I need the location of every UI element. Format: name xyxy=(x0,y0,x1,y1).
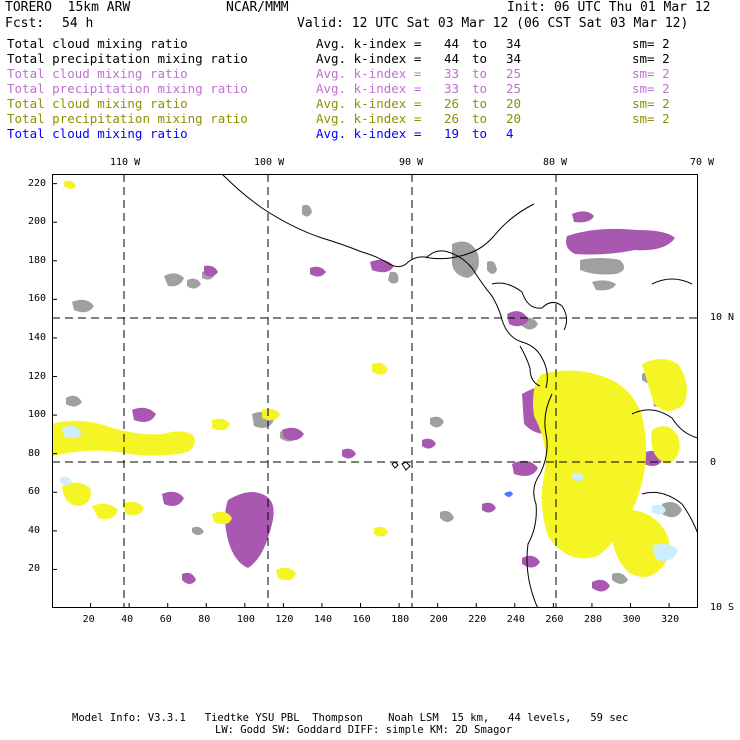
legend-row-5-kindex: Avg. k-index = xyxy=(316,96,422,111)
legend-row-7-kindex: Avg. k-index = xyxy=(316,126,422,141)
x-tick-label: 260 xyxy=(545,614,564,625)
y-tick-label: 180 xyxy=(28,254,47,266)
legend-row-4-field: Total precipitation mixing ratio xyxy=(7,81,248,96)
legend-row-6-kindex: Avg. k-index = xyxy=(316,111,422,126)
lat-label-10s: 10 S xyxy=(710,602,735,613)
y-tick-label: 120 xyxy=(28,370,47,382)
legend-row-1-field: Total cloud mixing ratio xyxy=(7,36,188,51)
legend-row-5-field: Total cloud mixing ratio xyxy=(7,96,188,111)
map-frame xyxy=(52,174,698,608)
lon-label-70w: 70 W xyxy=(690,157,715,168)
legend-row-7-to-word: to xyxy=(472,126,488,141)
legend-row-2-sm: sm= 2 xyxy=(632,51,670,66)
x-tick-label: 80 xyxy=(198,614,211,625)
physics-info-line: LW: Godd SW: Goddard DIFF: simple KM: 2D… xyxy=(215,724,513,736)
map-plot xyxy=(52,174,698,608)
legend-row-4-to: 25 xyxy=(506,81,522,96)
lat-label-10n: 10 N xyxy=(710,312,735,323)
organization-label: NCAR/MMM xyxy=(226,0,289,15)
y-tick-label: 20 xyxy=(28,563,41,575)
precip-yellow-patches xyxy=(52,180,687,581)
legend-row-1-from: 44 xyxy=(444,36,460,51)
legend-row-7-from: 19 xyxy=(444,126,460,141)
legend-row-3-to: 25 xyxy=(506,66,522,81)
legend-row-4-kindex: Avg. k-index = xyxy=(316,81,422,96)
y-tick-label: 140 xyxy=(28,331,47,343)
model-title: TORERO 15km ARW xyxy=(5,0,131,15)
y-tick-label: 40 xyxy=(28,524,41,536)
coastlines xyxy=(221,174,698,608)
legend-row-1-to: 34 xyxy=(506,36,522,51)
y-tick-label: 100 xyxy=(28,409,47,421)
x-tick-label: 280 xyxy=(583,614,602,625)
legend-row-4-to-word: to xyxy=(472,81,488,96)
lon-label-110w: 110 W xyxy=(110,157,141,168)
y-tick-label: 200 xyxy=(28,216,47,228)
legend-row-6-to-word: to xyxy=(472,111,488,126)
legend-row-1-sm: sm= 2 xyxy=(632,36,670,51)
y-tick-label: 60 xyxy=(28,486,41,498)
x-tick-label: 120 xyxy=(275,614,294,625)
x-tick-label: 40 xyxy=(121,614,134,625)
legend-row-2-to-word: to xyxy=(472,51,488,66)
init-time: Init: 06 UTC Thu 01 Mar 12 xyxy=(507,0,711,15)
legend-row-4-from: 33 xyxy=(444,81,460,96)
legend-row-5-sm: sm= 2 xyxy=(632,96,670,111)
y-tick-label: 80 xyxy=(28,447,41,459)
forecast-label: Fcst: xyxy=(5,16,45,31)
legend-row-6-sm: sm= 2 xyxy=(632,111,670,126)
x-tick-label: 20 xyxy=(82,614,95,625)
forecast-hour: 54 h xyxy=(62,16,94,31)
y-tick-label: 220 xyxy=(28,177,47,189)
legend-row-1-kindex: Avg. k-index = xyxy=(316,36,422,51)
x-tick-label: 180 xyxy=(391,614,410,625)
valid-time: Valid: 12 UTC Sat 03 Mar 12 (06 CST Sat … xyxy=(297,16,689,31)
legend-row-6-from: 26 xyxy=(444,111,460,126)
legend-row-3-kindex: Avg. k-index = xyxy=(316,66,422,81)
x-tick-label: 60 xyxy=(159,614,172,625)
legend-row-5-to-word: to xyxy=(472,96,488,111)
axis-ticks xyxy=(52,183,670,608)
x-tick-label: 320 xyxy=(661,614,680,625)
x-tick-label: 160 xyxy=(352,614,371,625)
lon-label-80w: 80 W xyxy=(543,157,568,168)
model-info-line: Model Info: V3.3.1 Tiedtke YSU PBL Thomp… xyxy=(72,712,629,724)
legend-row-2-from: 44 xyxy=(444,51,460,66)
legend-row-2-to: 34 xyxy=(506,51,522,66)
legend-row-3-field: Total cloud mixing ratio xyxy=(7,66,188,81)
x-tick-label: 300 xyxy=(622,614,641,625)
x-tick-label: 240 xyxy=(506,614,525,625)
graticule xyxy=(52,174,698,608)
light-blue-patches xyxy=(60,425,678,561)
legend-row-3-sm: sm= 2 xyxy=(632,66,670,81)
x-tick-label: 140 xyxy=(313,614,333,625)
legend-row-5-from: 26 xyxy=(444,96,460,111)
lat-label-0: 0 xyxy=(710,457,717,468)
legend-row-6-to: 20 xyxy=(506,111,522,126)
x-tick-label: 100 xyxy=(236,614,255,625)
blue-patches xyxy=(504,491,513,497)
legend-row-4-sm: sm= 2 xyxy=(632,81,670,96)
legend-row-7-field: Total cloud mixing ratio xyxy=(7,126,188,141)
y-tick-label: 160 xyxy=(28,293,47,305)
x-tick-label: 200 xyxy=(429,614,448,625)
lon-label-90w: 90 W xyxy=(399,157,424,168)
x-tick-label: 220 xyxy=(468,614,487,625)
legend-row-7-to: 4 xyxy=(506,126,514,141)
legend-row-6-field: Total precipitation mixing ratio xyxy=(7,111,248,126)
legend-row-1-to-word: to xyxy=(472,36,488,51)
legend-row-3-from: 33 xyxy=(444,66,460,81)
legend-row-3-to-word: to xyxy=(472,66,488,81)
lon-label-100w: 100 W xyxy=(254,157,285,168)
legend-row-2-field: Total precipitation mixing ratio xyxy=(7,51,248,66)
legend-row-5-to: 20 xyxy=(506,96,522,111)
legend-row-2-kindex: Avg. k-index = xyxy=(316,51,422,66)
